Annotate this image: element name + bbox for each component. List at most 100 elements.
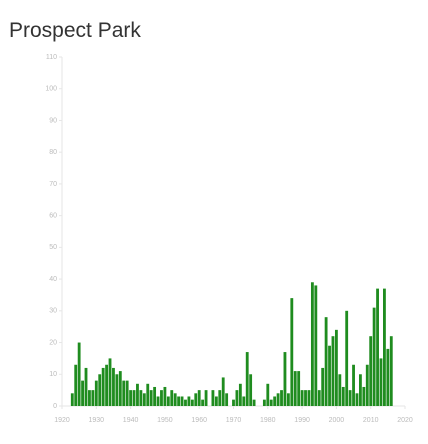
bar (166, 396, 170, 406)
bar (204, 390, 208, 406)
y-tick-label: 80 (49, 149, 57, 156)
bar (317, 390, 321, 406)
bar (91, 390, 95, 406)
bar (338, 374, 342, 406)
y-tick-label: 110 (46, 54, 57, 61)
bar (173, 393, 177, 406)
bar (383, 288, 386, 406)
bar (108, 358, 112, 406)
y-tick-label: 60 (49, 212, 57, 219)
y-tick-label: 100 (45, 86, 57, 93)
bar (163, 386, 167, 406)
bar (118, 371, 122, 406)
bar (345, 310, 349, 406)
bar (328, 345, 331, 406)
bar (81, 380, 84, 406)
bar (334, 329, 338, 406)
x-tick-label: 1950 (157, 417, 173, 424)
chart-title: Prospect Park (9, 19, 141, 42)
bar (197, 390, 201, 406)
x-tick-label: 1990 (294, 417, 310, 424)
bar (101, 367, 105, 406)
bar (379, 358, 383, 406)
bar (269, 399, 273, 406)
y-tick-label: 70 (49, 181, 57, 188)
bar (252, 399, 256, 406)
bar (77, 342, 81, 406)
bar (160, 390, 163, 406)
y-tick-label: 10 (49, 371, 57, 378)
bar (286, 393, 290, 406)
x-tick-label: 2010 (363, 417, 379, 424)
bar (139, 390, 143, 406)
bar (331, 336, 335, 406)
bar (300, 390, 304, 406)
bar (376, 288, 379, 406)
bar (304, 390, 307, 406)
bar (362, 386, 366, 406)
x-tick-label: 1930 (89, 417, 105, 424)
x-tick-label: 1970 (226, 417, 242, 424)
bar (273, 396, 277, 406)
bar (365, 364, 369, 406)
x-tick-label: 2000 (329, 417, 345, 424)
bar (242, 396, 246, 406)
bar (369, 336, 373, 406)
bar (276, 393, 280, 406)
bar (238, 383, 242, 406)
bar (307, 390, 311, 406)
bar (74, 364, 78, 406)
bar (149, 390, 153, 406)
bar (122, 380, 126, 406)
bar (201, 399, 205, 406)
bar (297, 371, 301, 406)
bar (293, 371, 297, 406)
bar (94, 380, 98, 406)
bar (84, 367, 88, 406)
y-tick-label: 50 (49, 244, 57, 251)
bar (132, 390, 136, 406)
bar (194, 393, 198, 406)
bar (98, 374, 102, 406)
bar (177, 396, 181, 406)
bar (262, 399, 266, 406)
bar (324, 317, 328, 406)
x-tick-label: 1980 (260, 417, 276, 424)
bar (211, 390, 215, 406)
bar (214, 396, 218, 406)
bar (153, 386, 157, 406)
bar (235, 390, 239, 406)
bar (389, 336, 393, 406)
bar (115, 374, 119, 406)
bar (136, 383, 139, 406)
bar (221, 377, 225, 406)
bar (70, 393, 74, 406)
y-tick-label: 30 (49, 308, 57, 315)
bar (321, 367, 325, 406)
x-tick-label: 2020 (397, 417, 413, 424)
bar (386, 348, 390, 406)
y-tick-label: 20 (49, 339, 57, 346)
bar (249, 374, 253, 406)
bar (156, 396, 160, 406)
bar (170, 390, 174, 406)
bar (187, 396, 191, 406)
y-tick-label: 90 (49, 117, 57, 124)
bar (218, 390, 222, 406)
bar (112, 367, 115, 406)
bar (310, 282, 314, 406)
x-tick-label: 1940 (123, 417, 139, 424)
bar (88, 390, 91, 406)
bar (125, 380, 129, 406)
bar (352, 364, 355, 406)
y-tick-label: 40 (49, 276, 57, 283)
bar (129, 390, 133, 406)
bar (358, 374, 362, 406)
bar (180, 396, 184, 406)
bar (266, 383, 270, 406)
bar (146, 383, 150, 406)
bar (372, 307, 376, 406)
y-tick-label: 0 (53, 403, 57, 410)
bar (225, 393, 229, 406)
